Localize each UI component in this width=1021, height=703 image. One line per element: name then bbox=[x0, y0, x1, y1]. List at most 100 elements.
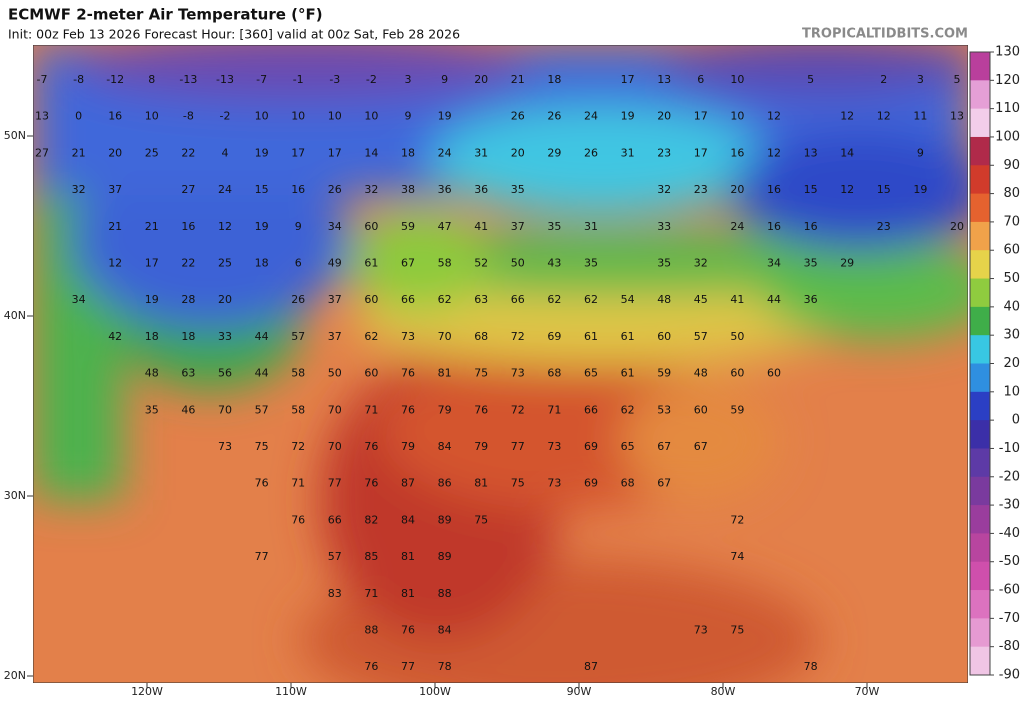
temperature-value: 70 bbox=[328, 440, 342, 453]
temperature-value: 33 bbox=[218, 330, 232, 343]
lon-label: 80W bbox=[711, 685, 736, 698]
temperature-value: 22 bbox=[181, 257, 195, 270]
temperature-value: 43 bbox=[547, 257, 561, 270]
temperature-value: 36 bbox=[804, 293, 818, 306]
colorbar-segment bbox=[970, 193, 990, 223]
temperature-value: 26 bbox=[584, 146, 598, 159]
temperature-value: 84 bbox=[438, 624, 452, 637]
temperature-value: 48 bbox=[145, 367, 159, 380]
temperature-value: 84 bbox=[401, 513, 415, 526]
temperature-value: -1 bbox=[293, 73, 304, 86]
temperature-value: 86 bbox=[438, 477, 452, 490]
temperature-value: 17 bbox=[694, 146, 708, 159]
temperature-value: 9 bbox=[295, 220, 302, 233]
temperature-value: 70 bbox=[328, 403, 342, 416]
temperature-value: 59 bbox=[730, 403, 744, 416]
temperature-value: 20 bbox=[511, 146, 525, 159]
colorbar-segment bbox=[970, 561, 990, 591]
temperature-value: 60 bbox=[767, 367, 781, 380]
temperature-value: 27 bbox=[35, 146, 49, 159]
temperature-value: 26 bbox=[291, 293, 305, 306]
temperature-value: 78 bbox=[804, 660, 818, 673]
temperature-value: 35 bbox=[547, 220, 561, 233]
temperature-value: 75 bbox=[474, 513, 488, 526]
temperature-value: 78 bbox=[438, 660, 452, 673]
temperature-value: 67 bbox=[694, 440, 708, 453]
temperature-value: 76 bbox=[291, 513, 305, 526]
colorbar-label: 20 bbox=[1003, 356, 1020, 371]
colorbar-label: 40 bbox=[1003, 299, 1020, 314]
temperature-value: 36 bbox=[474, 183, 488, 196]
colorbar-label: -90 bbox=[999, 668, 1020, 683]
colorbar-label: -20 bbox=[999, 469, 1020, 484]
temperature-value: 17 bbox=[694, 110, 708, 123]
temperature-value: 59 bbox=[657, 367, 671, 380]
temperature-value: 3 bbox=[405, 73, 412, 86]
temperature-value: 20 bbox=[730, 183, 744, 196]
temperature-value: 21 bbox=[145, 220, 159, 233]
temperature-value: 75 bbox=[474, 367, 488, 380]
colorbar-label: 80 bbox=[1003, 186, 1020, 201]
temperature-value: 19 bbox=[438, 110, 452, 123]
title: ECMWF 2-meter Air Temperature (°F) bbox=[8, 6, 323, 24]
temperature-value: 31 bbox=[621, 146, 635, 159]
temperature-field bbox=[33, 45, 968, 683]
colorbar-label: 110 bbox=[995, 101, 1020, 116]
temperature-value: 23 bbox=[877, 220, 891, 233]
temperature-value: 84 bbox=[438, 440, 452, 453]
temperature-value: 76 bbox=[364, 477, 378, 490]
temperature-value: 81 bbox=[401, 587, 415, 600]
colorbar-label: 100 bbox=[995, 129, 1020, 144]
temperature-value: 20 bbox=[950, 220, 964, 233]
temperature-value: 57 bbox=[328, 550, 342, 563]
temperature-value: 72 bbox=[291, 440, 305, 453]
temperature-value: -7 bbox=[37, 73, 48, 86]
lon-label: 100W bbox=[419, 685, 451, 698]
temperature-value: 85 bbox=[364, 550, 378, 563]
colorbar-label: 0 bbox=[1012, 413, 1020, 428]
colorbar-label: -80 bbox=[999, 639, 1020, 654]
temperature-value: 41 bbox=[730, 293, 744, 306]
temperature-value: 23 bbox=[657, 146, 671, 159]
temperature-value: 20 bbox=[108, 146, 122, 159]
colorbar-label: -60 bbox=[999, 583, 1020, 598]
temperature-value: 60 bbox=[364, 367, 378, 380]
temperature-value: 10 bbox=[255, 110, 269, 123]
temperature-value: 5 bbox=[954, 73, 961, 86]
temperature-value: 44 bbox=[767, 293, 781, 306]
temperature-value: 17 bbox=[328, 146, 342, 159]
temperature-value: 69 bbox=[584, 477, 598, 490]
temperature-value: 37 bbox=[511, 220, 525, 233]
temperature-value: 76 bbox=[401, 624, 415, 637]
temperature-value: 47 bbox=[438, 220, 452, 233]
temperature-value: 16 bbox=[291, 183, 305, 196]
temperature-value: 20 bbox=[657, 110, 671, 123]
temperature-value: -7 bbox=[256, 73, 267, 86]
temperature-value: 19 bbox=[621, 110, 635, 123]
temperature-value: 73 bbox=[218, 440, 232, 453]
temperature-value: 15 bbox=[804, 183, 818, 196]
temperature-value: 19 bbox=[255, 146, 269, 159]
temperature-value: 19 bbox=[913, 183, 927, 196]
temperature-value: 60 bbox=[364, 220, 378, 233]
colorbar-segment bbox=[970, 250, 990, 280]
temperature-value: 67 bbox=[401, 257, 415, 270]
temperature-value: 10 bbox=[730, 73, 744, 86]
temperature-value: 11 bbox=[913, 110, 927, 123]
temperature-value: 18 bbox=[255, 257, 269, 270]
temperature-value: 10 bbox=[730, 110, 744, 123]
colorbar-segment bbox=[970, 391, 990, 421]
temperature-value: 73 bbox=[547, 440, 561, 453]
temperature-value: 16 bbox=[767, 183, 781, 196]
temperature-value: 28 bbox=[181, 293, 195, 306]
temperature-value: 71 bbox=[364, 403, 378, 416]
temperature-value: 37 bbox=[328, 330, 342, 343]
colorbar-segment bbox=[970, 533, 990, 563]
temperature-value: 53 bbox=[657, 403, 671, 416]
temperature-value: 29 bbox=[547, 146, 561, 159]
temperature-value: 63 bbox=[181, 367, 195, 380]
colorbar-segment bbox=[970, 335, 990, 364]
temperature-value: 77 bbox=[328, 477, 342, 490]
colorbar-label: -50 bbox=[999, 554, 1020, 569]
